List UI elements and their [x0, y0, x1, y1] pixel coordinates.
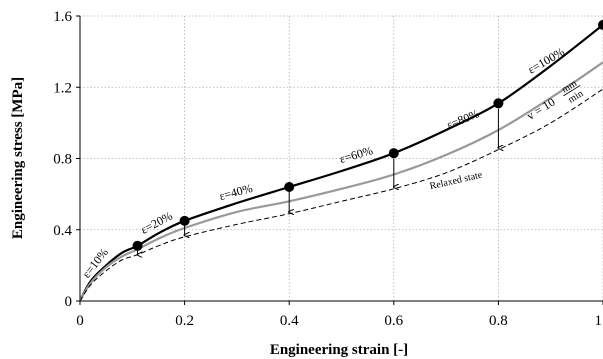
data-marker-3	[388, 148, 399, 159]
x-tick-label-1: 0.2	[175, 313, 194, 329]
y-tick-label-1: 0.4	[53, 223, 72, 239]
x-axis-title: Engineering strain [-]	[270, 342, 408, 358]
velocity-fraction-bar	[563, 84, 581, 97]
x-tick-label-5: 1	[595, 313, 603, 329]
data-marker-1	[179, 215, 190, 226]
strain-label-5: ε=100%	[525, 45, 566, 77]
strain-label-4: ε=80%	[445, 106, 482, 132]
relaxed-state-label: Relaxed state	[429, 169, 484, 192]
y-tick-labels: 0 0.4 0.8 1.2 1.6	[53, 9, 72, 310]
data-marker-2	[284, 182, 295, 192]
data-marker-4	[493, 98, 504, 109]
x-tick-label-4: 0.8	[489, 313, 508, 329]
data-markers	[132, 19, 603, 251]
x-tick-label-2: 0.4	[280, 313, 299, 329]
y-tick-label-4: 1.6	[53, 9, 72, 25]
y-axis-title: Engineering stress [MPa]	[10, 77, 26, 239]
series-lines	[80, 24, 603, 301]
x-tick-labels: 0 0.2 0.4 0.6 0.8 1	[76, 313, 602, 329]
annotations: ε=10%ε=20%ε=40%ε=60%ε=80%ε=100%Relaxed s…	[79, 45, 585, 281]
y-tick-label-3: 1.2	[53, 80, 72, 96]
y-tick-label-2: 0.8	[53, 152, 72, 168]
velocity-prefix: v = 10	[524, 95, 558, 123]
series-line-0	[80, 24, 603, 301]
series-line-1	[80, 61, 603, 301]
series-line-2	[80, 88, 603, 301]
y-tick-label-0: 0	[65, 294, 73, 310]
x-tick-label-3: 0.6	[384, 313, 403, 329]
plot-area	[76, 15, 603, 305]
x-tick-label-0: 0	[76, 313, 84, 329]
strain-label-1: ε=20%	[138, 209, 174, 237]
data-marker-0	[132, 240, 143, 251]
data-marker-5	[598, 19, 603, 30]
